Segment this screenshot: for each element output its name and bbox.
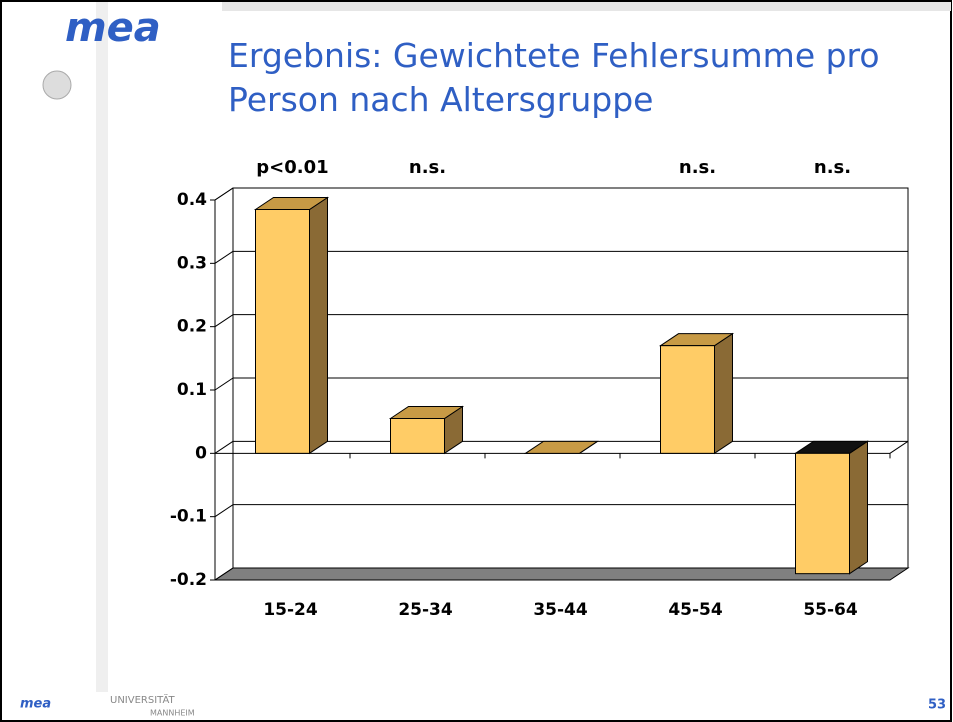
annotation: n.s. [409,157,446,178]
bar-top [523,440,600,454]
logo: mea [65,5,161,51]
grid-line-side [214,440,234,454]
bar [795,452,850,575]
y-tick-label: 0.2 [177,317,207,337]
bar-side [849,440,868,575]
grid-line-side [214,250,234,264]
bar [255,209,310,454]
grid-line-side [214,187,234,201]
bar-side [714,332,733,455]
grid-line-side [214,314,234,328]
annotation: p<0.01 [256,157,328,178]
page-number: 53 [928,698,946,713]
bar [390,418,445,454]
footer-city: MANNHEIM [150,709,195,718]
footer-university: UNIVERSITÄT [110,693,176,706]
x-tick-label: 25-34 [398,600,453,620]
x-tick-label: 15-24 [263,600,318,620]
x-tick-label: 45-54 [668,600,723,620]
grid-line-side [214,377,234,391]
annotation: n.s. [679,157,716,178]
grid-line-side [214,504,234,518]
bar [660,345,715,454]
y-tick-label: -0.2 [170,570,207,590]
grid-line-side [214,567,234,581]
top-band [222,2,951,11]
x-tick-label: 55-64 [803,600,858,620]
y-tick-label: -0.1 [170,507,207,527]
footer-logo: mea [20,697,51,712]
annotation: n.s. [814,157,851,178]
y-tick-label: 0.3 [177,253,207,273]
side-strip [96,2,108,692]
y-tick-label: 0 [195,443,207,463]
y-tick-label: 0.1 [177,380,207,400]
x-tick-label: 35-44 [533,600,588,620]
zero-line-right [889,440,909,454]
y-tick-label: 0.4 [177,190,207,210]
seal [42,70,72,100]
slide-title: Ergebnis: Gewichtete Fehlersumme pro Per… [228,36,880,119]
bar-side [309,196,328,455]
